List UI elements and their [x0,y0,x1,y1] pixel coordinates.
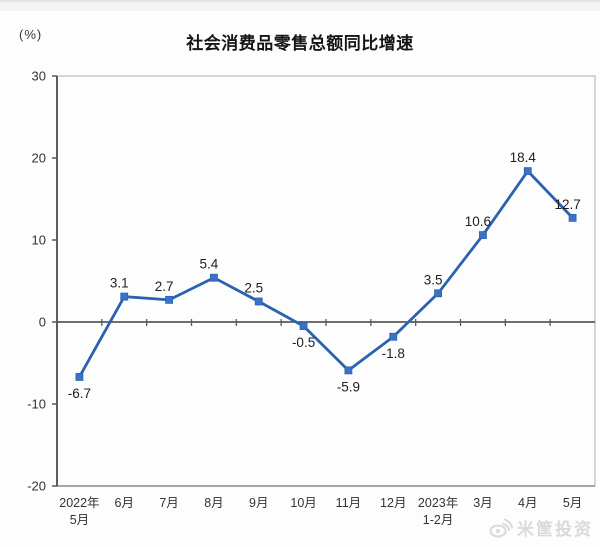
series-line [78,169,574,379]
x-category-label: 11月 [336,496,361,510]
data-point-marker [210,273,218,282]
y-tick-label: -20 [27,479,46,494]
y-tick-label: 10 [32,233,46,248]
x-category-label: 2022年 [59,496,99,510]
y-tick-label: 0 [39,315,46,330]
x-category-label: 9月 [249,496,268,510]
data-point-label: -0.5 [292,335,315,350]
x-category-label: 10月 [290,496,316,510]
zero-line [57,319,595,326]
data-point-marker [389,332,398,341]
y-axis: 30 20 10 0 -10 -20 [27,69,58,494]
data-point-marker [523,167,532,176]
data-point-label: 12.7 [554,197,580,212]
x-axis-labels: 2022年 5月 6月 7月 8月 9月 10月 11月 12月 2023年 1-2月 3月 4月 5月 [59,496,582,527]
y-tick-label: -10 [27,397,46,412]
data-point-label: 3.5 [424,272,443,287]
watermark-text: 米筐投资 [517,520,593,539]
watermark: 米筐投资 [489,515,593,540]
x-category-label: 5月 [563,496,582,510]
x-category-label: 8月 [204,496,223,510]
data-point-marker [299,322,308,331]
y-tick-label: 30 [32,69,46,84]
data-point-marker [254,297,263,306]
data-point-marker [75,373,84,381]
data-point-marker [120,292,129,301]
data-point-marker [165,295,173,304]
data-point-label: 18.4 [510,150,537,165]
plot-border [56,75,596,487]
data-point-label: 2.5 [244,281,263,296]
x-category-label: 3月 [473,496,492,510]
data-labels: -6.7 3.1 2.7 5.4 2.5 -0.5 -5.9 -1.8 3.5 10.6 18.4 1… [68,150,581,401]
data-point-marker [479,231,487,239]
x-category-label: 4月 [518,496,537,510]
data-point-marker [434,289,442,298]
data-points [75,167,577,381]
weibo-icon [489,517,513,539]
y-axis-unit-label: (%) [19,27,43,42]
plot-area-border [56,75,596,487]
data-point-marker [344,366,353,375]
data-point-label: -1.8 [382,346,405,361]
data-point-label: 10.6 [465,214,491,229]
x-category-label: 2023年 [418,496,458,510]
data-point-label: 2.7 [155,279,174,294]
data-point-label: 5.4 [200,257,219,272]
data-point-label: 3.1 [110,276,129,291]
window-top-edge [0,0,600,11]
chart-title: 社会消费品零售总额同比增速 [186,34,414,53]
data-line [78,169,574,379]
x-category-label: 6月 [115,496,134,510]
x-category-label: 12月 [380,496,406,510]
data-point-marker [568,213,577,222]
x-category-label: 7月 [159,496,178,510]
y-tick-label: 20 [32,151,46,166]
data-point-label: -6.7 [68,386,91,401]
data-point-label: -5.9 [337,379,360,394]
x-category-label: 1-2月 [423,513,454,527]
x-category-label: 5月 [70,513,89,527]
